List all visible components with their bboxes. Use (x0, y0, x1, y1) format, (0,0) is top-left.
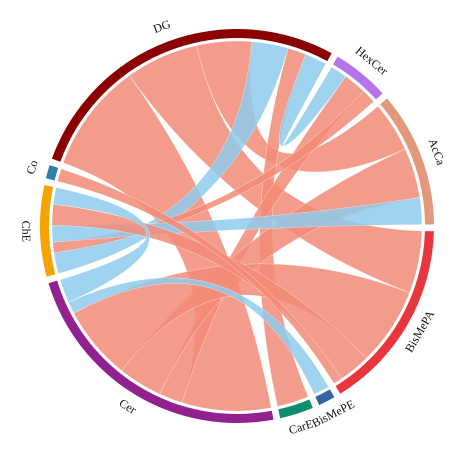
ribbon (53, 41, 289, 274)
ribbon (53, 187, 150, 303)
segment-label: AcCa (426, 136, 449, 167)
segment-arc (335, 231, 434, 394)
segment-label: CarE (287, 416, 315, 437)
segment-arc (45, 165, 59, 181)
segment-label: Cer (117, 396, 139, 417)
segment-label: BisMePE (309, 397, 356, 430)
ribbon (68, 277, 329, 395)
segment-arc (380, 98, 434, 225)
segment-arc (315, 389, 335, 406)
segment-arc (48, 280, 274, 423)
ribbon (279, 54, 347, 147)
segment-label: DG (151, 17, 172, 36)
segment-arc (333, 56, 383, 100)
segment-label: ChE (19, 220, 34, 242)
segment-arc (39, 185, 56, 277)
ribbon (57, 168, 343, 384)
segment-label: Co (23, 159, 40, 176)
ribbon (52, 90, 374, 254)
segment-arc (51, 28, 332, 162)
segment-arc (278, 399, 313, 419)
ribbon (62, 75, 272, 412)
ribbons (51, 40, 423, 412)
